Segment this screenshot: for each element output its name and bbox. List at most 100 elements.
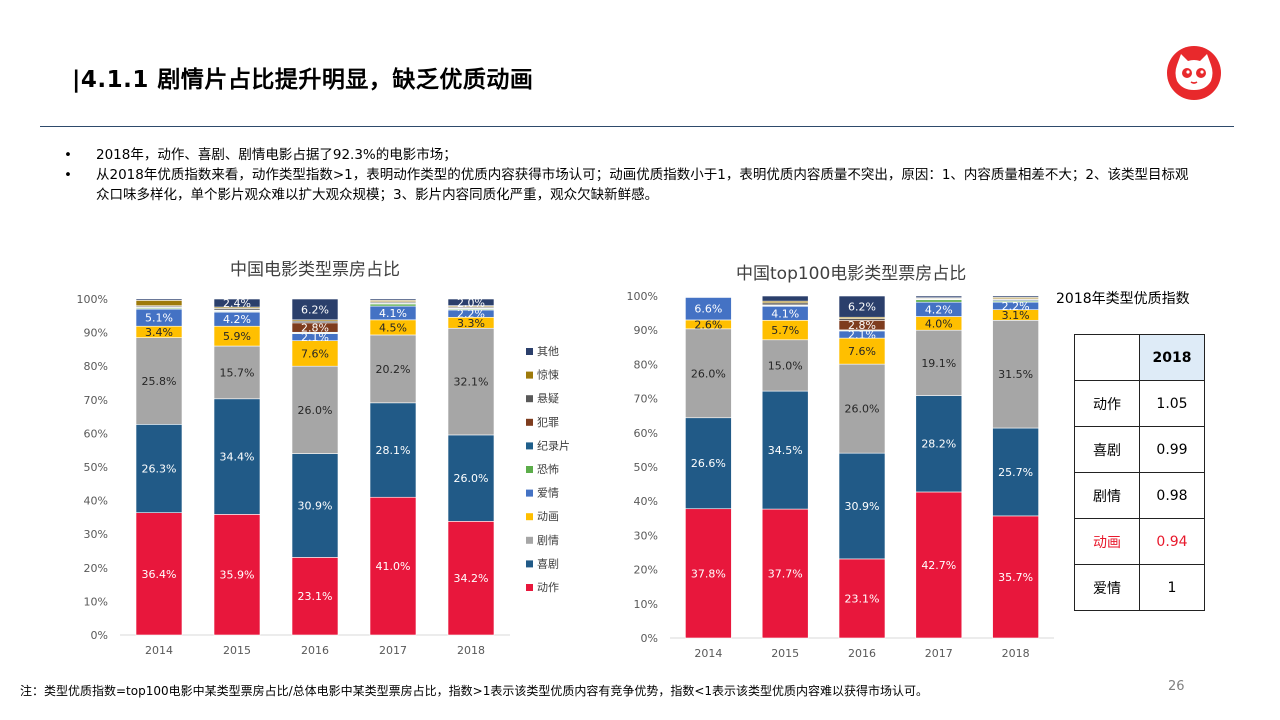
data-label: 4.2% <box>223 313 251 326</box>
y-tick-label: 20% <box>84 562 108 575</box>
y-tick-label: 10% <box>634 598 658 611</box>
legend-label: 喜剧 <box>537 557 559 570</box>
data-label: 25.8% <box>142 375 177 388</box>
chart-title-all: 中国电影类型票房占比 <box>230 260 400 280</box>
bar-segment <box>447 327 495 436</box>
bar-segment <box>761 339 809 392</box>
y-tick-label: 90% <box>634 324 658 337</box>
bar-segment <box>135 298 183 301</box>
y-tick-label: 0% <box>641 632 658 645</box>
bar-segment <box>291 365 339 454</box>
data-label: 23.1% <box>845 592 880 605</box>
cat-face-icon <box>1167 46 1221 100</box>
value-cell: 0.98 <box>1139 472 1205 519</box>
table-header-cell: 2018 <box>1139 334 1205 381</box>
data-label: 26.0% <box>298 404 333 417</box>
data-label: 3.1% <box>1002 309 1030 322</box>
bar-segment <box>447 521 495 636</box>
bar-segment <box>915 295 963 299</box>
bar-segment <box>369 298 417 301</box>
genre-cell: 剧情 <box>1074 472 1140 519</box>
legend-swatch <box>526 418 533 426</box>
data-label: 15.0% <box>768 359 803 372</box>
legend-swatch <box>526 395 533 403</box>
data-label: 34.4% <box>220 451 255 464</box>
bar-segment <box>685 417 732 510</box>
table-row-highlight: 动画 0.94 <box>1074 518 1205 565</box>
legend-swatch <box>526 536 533 544</box>
y-tick-label: 80% <box>634 358 658 371</box>
data-label: 26.0% <box>454 472 489 485</box>
bar-segment <box>838 558 886 639</box>
value-cell: 0.94 <box>1139 518 1205 565</box>
y-tick-label: 80% <box>84 360 108 373</box>
x-tick-label: 2014 <box>694 647 722 660</box>
bar-segment <box>369 402 417 498</box>
data-label: 7.6% <box>848 345 876 358</box>
bar-segment <box>761 295 809 302</box>
y-tick-label: 60% <box>634 427 658 440</box>
header-divider <box>40 126 1234 127</box>
legend-swatch <box>526 371 533 379</box>
data-label: 37.8% <box>691 567 726 580</box>
bar-segment <box>291 298 339 321</box>
legend-label: 悬疑 <box>537 392 559 405</box>
data-label: 26.6% <box>691 457 726 470</box>
legend-swatch <box>526 513 533 521</box>
data-label: 5.9% <box>223 330 251 343</box>
bar-segment <box>838 363 886 454</box>
data-label: 2.2% <box>1002 300 1030 313</box>
bar-segment <box>761 390 809 510</box>
bullet-item: • 从2018年优质指数来看，动作类型指数>1，表明动作类型的优质内容获得市场认可… <box>62 165 1202 205</box>
legend-label: 犯罪 <box>537 416 559 429</box>
data-label: 4.1% <box>771 307 799 320</box>
data-label: 3.3% <box>457 317 485 330</box>
data-label: 35.7% <box>998 571 1033 584</box>
data-label: 4.1% <box>379 307 407 320</box>
data-label: 26.0% <box>845 403 880 416</box>
bar-segment <box>213 345 261 400</box>
x-tick-label: 2015 <box>223 644 251 657</box>
data-label: 3.4% <box>145 326 173 339</box>
data-label: 4.0% <box>925 317 953 330</box>
bar-segment <box>838 295 886 318</box>
legend-swatch <box>526 466 533 473</box>
bar-segment <box>213 398 261 515</box>
legend-label: 动作 <box>537 581 559 594</box>
bar-segment <box>992 295 1039 298</box>
bar-segment <box>915 395 963 493</box>
data-label: 26.3% <box>142 463 177 476</box>
x-tick-label: 2016 <box>301 644 329 657</box>
data-label: 34.5% <box>768 444 803 457</box>
data-label: 19.1% <box>921 357 956 370</box>
data-label: 37.7% <box>768 568 803 581</box>
table-row: 动作 1.05 <box>1074 380 1205 427</box>
data-label: 5.1% <box>145 312 173 325</box>
x-tick-label: 2015 <box>771 647 799 660</box>
legend-label: 动画 <box>537 510 559 523</box>
y-tick-label: 10% <box>84 595 108 608</box>
table-row: 剧情 0.98 <box>1074 472 1205 519</box>
data-label: 41.0% <box>376 560 411 573</box>
data-label: 34.2% <box>454 572 489 585</box>
genre-cell: 动作 <box>1074 380 1140 427</box>
bar-segment <box>447 434 495 522</box>
bar-segment <box>761 302 809 306</box>
data-label: 28.2% <box>921 438 956 451</box>
bar-segment <box>992 427 1039 517</box>
page-title: |4.1.1 剧情片占比提升明显，缺乏优质动画 <box>72 67 534 93</box>
legend-label: 其他 <box>537 345 559 358</box>
y-tick-label: 100% <box>627 290 658 303</box>
x-tick-label: 2018 <box>1002 647 1030 660</box>
data-label: 7.6% <box>301 347 329 360</box>
y-tick-label: 20% <box>634 564 658 577</box>
bullet-dot: • <box>64 147 72 163</box>
genre-cell: 爱情 <box>1074 564 1140 611</box>
bar-segment <box>915 299 963 303</box>
data-label: 6.6% <box>694 303 722 316</box>
y-tick-label: 90% <box>84 327 108 340</box>
bar-segment <box>992 319 1039 429</box>
table-corner-cell <box>1074 334 1140 381</box>
y-tick-label: 40% <box>634 495 658 508</box>
